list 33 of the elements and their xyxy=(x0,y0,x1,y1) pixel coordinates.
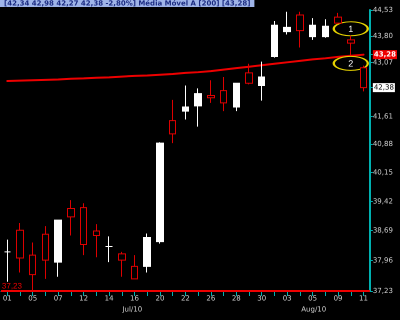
line-series xyxy=(6,54,364,82)
candlestick xyxy=(207,80,215,104)
candlestick xyxy=(258,61,265,102)
candlestick xyxy=(334,12,342,25)
candlestick xyxy=(271,20,278,58)
candlestick xyxy=(29,242,36,292)
candlestick xyxy=(220,76,227,112)
candlestick xyxy=(143,232,151,274)
candlestick xyxy=(296,11,304,48)
candlestick xyxy=(360,65,367,92)
candlestick xyxy=(322,18,329,38)
candlestick xyxy=(245,63,253,85)
ref-line-label: 37,23 xyxy=(2,282,23,290)
candlestick xyxy=(67,200,75,236)
candlestick xyxy=(105,236,113,263)
candlestick xyxy=(42,226,49,280)
candlestick xyxy=(131,254,138,280)
candlestick xyxy=(169,99,176,144)
candlestick xyxy=(80,202,87,256)
annotation: 2 xyxy=(348,58,354,68)
candlestick xyxy=(118,251,126,278)
annotation: 1 xyxy=(348,24,354,34)
candlestick xyxy=(156,142,164,244)
candlestick xyxy=(4,239,11,282)
candlestick xyxy=(194,88,202,128)
candlestick xyxy=(16,222,24,274)
candlestick xyxy=(347,35,355,56)
candlestick xyxy=(54,220,62,278)
candlestick xyxy=(283,11,291,36)
candlestick xyxy=(309,18,316,40)
candlestick xyxy=(233,82,240,112)
candlestick xyxy=(182,84,189,120)
candlestick xyxy=(93,224,100,258)
